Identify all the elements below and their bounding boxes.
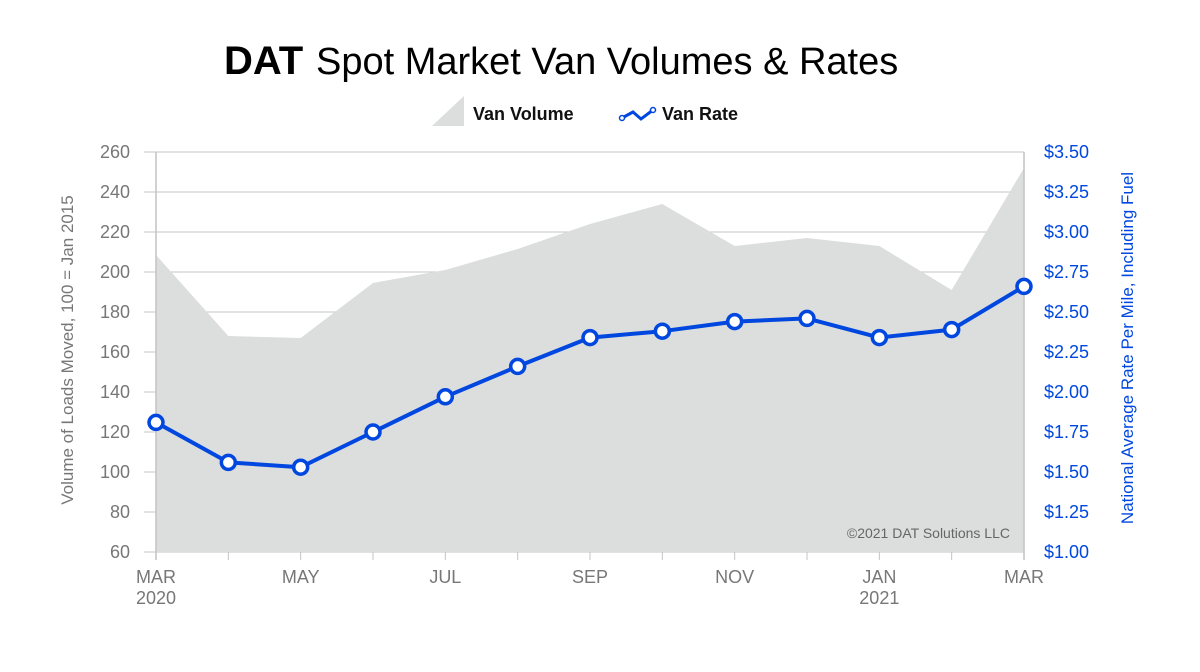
rate-point	[798, 309, 816, 328]
x-tick-label: JUL	[429, 567, 461, 587]
x-tick-label: 2020	[136, 588, 176, 608]
y-right-tick-label: $2.00	[1044, 382, 1089, 402]
rate-point	[219, 453, 238, 472]
chart-title: Spot Market Van Volumes & Rates	[316, 41, 898, 83]
rate-point	[653, 322, 672, 340]
y-left-tick-label: 240	[100, 182, 130, 202]
x-tick-label: MAR	[1004, 567, 1044, 587]
legend-marker	[618, 114, 626, 122]
copyright-annotation: ©2021 DAT Solutions LLC	[847, 525, 1010, 541]
y-left-tick-label: 80	[110, 502, 130, 522]
rate-line	[147, 277, 1033, 476]
x-tick-label: NOV	[715, 567, 754, 587]
y-left-tick-label: 220	[100, 222, 130, 242]
legend-line-swatch	[621, 108, 654, 121]
axes	[155, 152, 1025, 560]
y-left-tick-label: 260	[100, 142, 130, 162]
tick-labels: 60 $1.00 80 $1.25 100 $1.50 120 $1.75 140 $2.00 16…	[100, 142, 1089, 608]
x-tick-label: MAR	[136, 567, 176, 587]
volume-area-shape	[156, 168, 1024, 552]
rate-point	[436, 388, 455, 406]
rate-point	[364, 423, 382, 441]
y-left-tick-label: 180	[100, 302, 130, 322]
legend-marker	[649, 106, 657, 114]
y-right-tick-label: $1.50	[1044, 462, 1089, 482]
y-right-tick-label: $1.75	[1044, 422, 1089, 442]
rate-point	[508, 357, 527, 376]
rate-point	[581, 328, 599, 347]
chart-title-brand: DAT	[224, 39, 303, 83]
y-left-label: Volume of Loads Moved, 100 = Jan 2015	[58, 195, 77, 505]
x-tick-label: SEP	[572, 567, 608, 587]
y-right-tick-label: $2.75	[1044, 262, 1089, 282]
legend-label-volume: Van Volume	[473, 104, 574, 124]
y-left-tick-label: 60	[110, 542, 130, 562]
y-right-tick-label: $1.00	[1044, 542, 1089, 562]
rate-point	[147, 413, 165, 432]
legend-label-rate: Van Rate	[662, 104, 738, 124]
y-right-tick-label: $3.00	[1044, 222, 1089, 242]
y-right-tick-label: $1.25	[1044, 502, 1089, 522]
x-tick-label: MAY	[282, 567, 320, 587]
y-left-tick-label: 120	[100, 422, 130, 442]
rate-point	[942, 320, 961, 339]
y-left-tick-label: 100	[100, 462, 130, 482]
y-left-tick-label: 160	[100, 342, 130, 362]
legend: Van Volume Van Rate	[432, 96, 738, 126]
y-right-tick-label: $2.50	[1044, 302, 1089, 322]
y-left-tick-label: 200	[100, 262, 130, 282]
rate-point	[725, 312, 744, 331]
rate-point	[1015, 277, 1033, 296]
y-right-label: National Average Rate Per Mile, Includin…	[1118, 172, 1137, 524]
y-right-tick-label: $3.50	[1044, 142, 1089, 162]
x-tick-label: 2021	[859, 588, 899, 608]
legend-area-swatch	[432, 96, 464, 126]
x-tick-label: JAN	[862, 567, 896, 587]
y-right-tick-label: $3.25	[1044, 182, 1089, 202]
volume-area	[156, 168, 1024, 552]
rate-point	[291, 458, 310, 476]
y-right-tick-label: $2.25	[1044, 342, 1089, 362]
y-left-tick-label: 140	[100, 382, 130, 402]
rate-point	[870, 328, 889, 347]
